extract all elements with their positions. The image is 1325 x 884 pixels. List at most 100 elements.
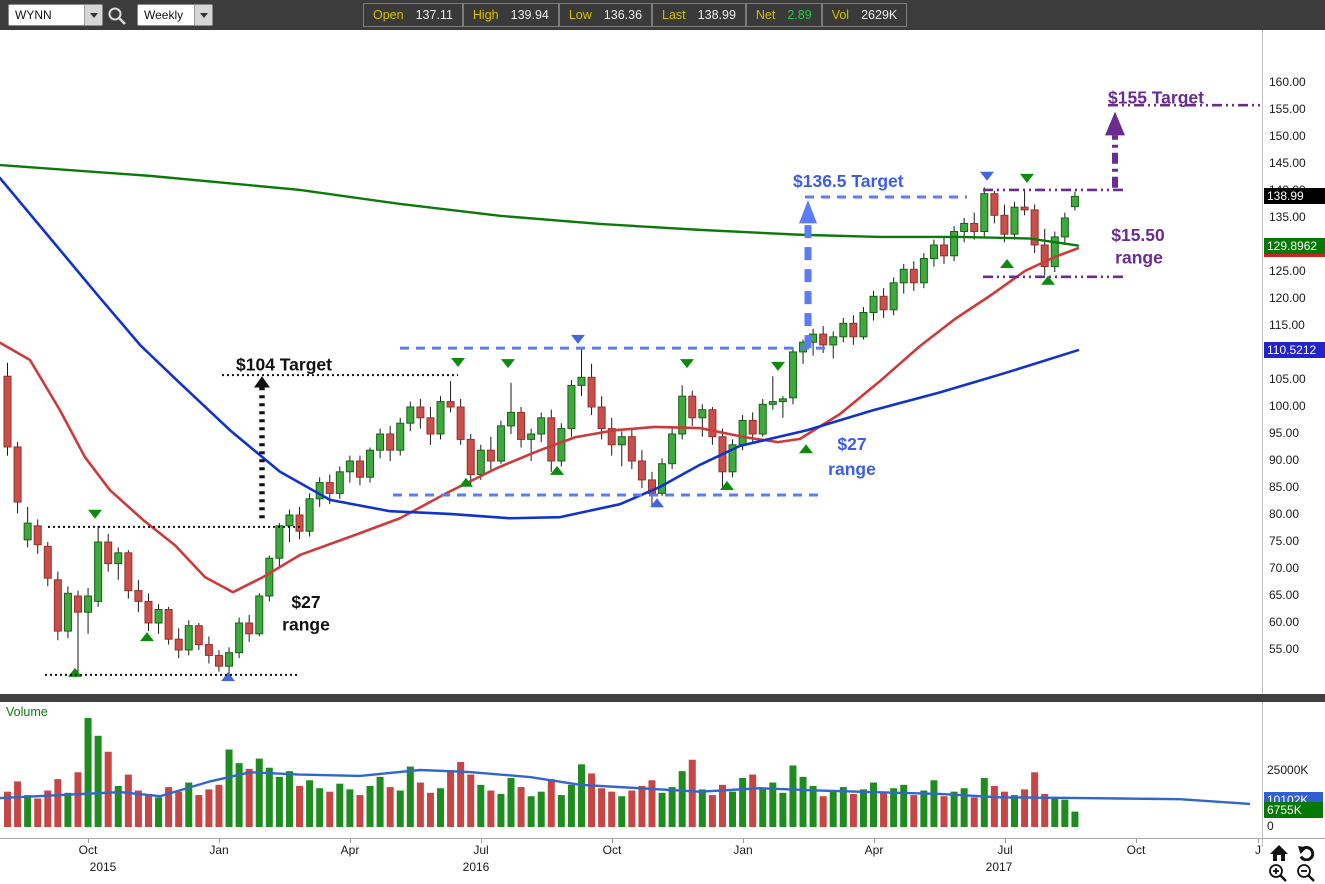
month-label: Oct [1126,843,1146,857]
quote-open: Open 137.11 [363,3,463,27]
down-triangle-marker[interactable] [451,358,465,368]
annotation-black-104[interactable]: $104 Target $27 range [45,354,458,676]
up-triangle-marker[interactable] [799,444,813,454]
volume-pane[interactable]: Volume 25000K 10102K 6755K 0 [0,702,1325,838]
volume-bar [376,776,384,827]
volume-bar [14,781,22,827]
axis-divider [1262,839,1263,847]
volume-bar [1011,795,1018,827]
volume-bar [618,796,626,827]
price-chart-canvas[interactable]: $104 Target $27 range $136.5 Target $27 range… [0,30,1262,694]
down-triangle-marker[interactable] [980,171,994,181]
price-tick-label: 85.00 [1269,480,1300,494]
price-tick-label: 105.00 [1269,372,1306,386]
volume-bar [940,796,948,827]
volume-bar [598,788,606,827]
volume-bar [608,791,616,827]
volume-bar [708,795,716,827]
volume-bar [74,772,82,827]
volume-bar [356,795,364,827]
volume-ma-line [0,768,1251,806]
home-button[interactable] [1270,844,1290,862]
volume-bar [477,784,485,827]
pane-separator[interactable] [0,694,1325,702]
volume-bar [839,787,847,827]
price-tick-label: 125.00 [1269,264,1306,278]
volume-bar [255,758,263,827]
symbol-value[interactable]: WYNN [15,8,52,22]
up-triangle-marker[interactable] [650,498,664,508]
undo-button[interactable] [1298,844,1318,862]
symbol-dropdown-button[interactable] [84,5,102,25]
pivot-markers [68,171,1055,682]
volume-bar [84,718,92,827]
month-label: J [1255,843,1261,857]
volume-zero-label: 0 [1267,819,1274,833]
annotation-text[interactable]: $104 Target [236,354,332,374]
chart-nav-toolbar [1266,842,1324,884]
annotation-text[interactable]: $27 [291,592,320,612]
volume-bar [34,798,42,827]
symbol-combobox[interactable]: WYNN [8,4,103,26]
annotation-text[interactable]: $136.5 Target [793,171,904,191]
annotation-text[interactable]: $15.50 [1111,225,1165,245]
up-triangle-marker[interactable] [1000,259,1014,269]
volume-bar [306,780,314,827]
annotation-blue-136[interactable]: $136.5 Target $27 range [393,171,967,497]
volume-bar [416,782,424,827]
volume-bar [487,790,495,827]
quote-vol: Vol 2629K [821,3,908,27]
up-triangle-marker[interactable] [459,477,473,487]
period-combobox[interactable]: Weekly [137,4,213,26]
annotation-text[interactable]: range [828,459,876,479]
price-axis: 160.00155.00150.00145.00140.00135.00130.… [1262,30,1325,694]
price-tick-label: 70.00 [1269,561,1300,575]
price-tick-label: 100.00 [1269,399,1306,413]
annotation-text[interactable]: $27 [837,434,866,454]
down-triangle-marker[interactable] [88,509,102,519]
up-triangle-marker[interactable] [1041,275,1055,285]
up-triangle-marker[interactable] [550,465,564,475]
down-triangle-marker[interactable] [680,359,694,369]
volume-chart-canvas[interactable] [0,702,1262,838]
time-axis: Oct Jan Apr Jul Oct Jan Apr Jul Oct J 2015 2016 2017 [0,838,1325,884]
zoom-in-icon [1269,864,1287,882]
price-tick-label: 65.00 [1269,588,1300,602]
price-tick-label: 160.00 [1269,75,1306,89]
volume-bar [215,784,223,827]
volume-bar [880,792,888,827]
up-triangle-marker[interactable] [221,672,235,682]
quote-label: Low [568,8,592,22]
volume-bar [175,791,183,827]
home-icon [1270,845,1288,861]
volume-bar [275,776,283,827]
volume-bar [114,785,122,827]
down-triangle-marker[interactable] [571,334,585,344]
quote-value: 139.94 [510,8,549,22]
zoom-out-button[interactable] [1296,863,1316,882]
down-triangle-marker[interactable] [771,361,785,371]
up-triangle-marker[interactable] [140,632,154,642]
price-tick-label: 135.00 [1269,210,1306,224]
period-value[interactable]: Weekly [144,8,184,22]
volume-bar [668,787,676,827]
annotation-text[interactable]: range [282,615,330,635]
annotation-text[interactable]: range [1115,247,1163,267]
down-triangle-marker[interactable] [1020,173,1034,183]
volume-bar [437,788,445,827]
volume-bar [870,782,878,827]
time-axis-tick [743,839,744,843]
quote-label: Net [755,8,776,22]
period-dropdown-button[interactable] [194,5,212,25]
annotation-arrow-head [1105,111,1125,136]
volume-bar [24,795,32,827]
time-axis-tick [612,839,613,843]
annotation-text[interactable]: $155 Target [1108,88,1204,108]
search-button[interactable] [107,6,127,25]
up-triangle-marker[interactable] [720,480,734,490]
price-chart-pane[interactable]: $104 Target $27 range $136.5 Target $27 range… [0,30,1325,694]
zoom-in-button[interactable] [1268,863,1288,882]
volume-bar [588,773,596,827]
down-triangle-marker[interactable] [501,359,515,369]
